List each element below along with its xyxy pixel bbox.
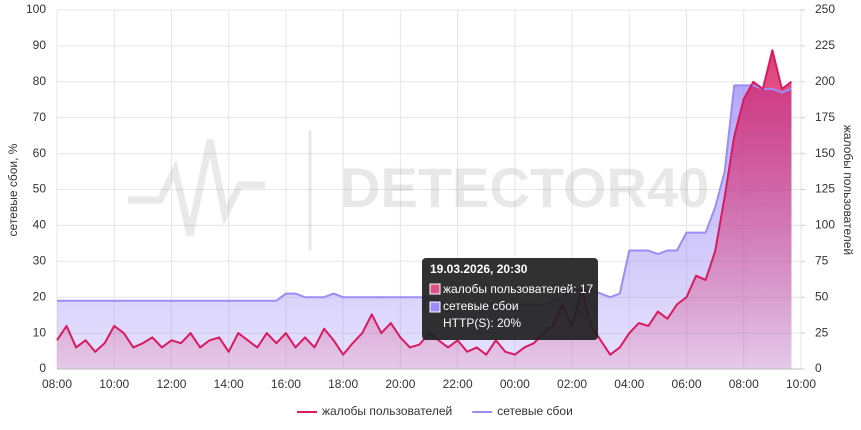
x-tick-label: 20:00 [385, 377, 415, 391]
watermark-text: DETECTOR40 [340, 156, 709, 219]
x-tick-label: 00:00 [500, 377, 530, 391]
y-tick-label: 50 [33, 182, 47, 196]
x-tick-label: 14:00 [214, 377, 244, 391]
x-tick-label: 08:00 [729, 377, 759, 391]
area-fill [57, 50, 792, 369]
x-tick-label: 06:00 [672, 377, 702, 391]
y2-tick-label: 0 [815, 361, 822, 375]
y-tick-label: 80 [33, 74, 47, 88]
areas [57, 50, 792, 369]
y2-tick-label: 25 [815, 325, 829, 339]
legend: жалобы пользователей сетевые сбои [297, 404, 573, 418]
x-tick-label: 12:00 [156, 377, 186, 391]
watermark-logo [128, 139, 265, 236]
area-fill [57, 85, 792, 369]
x-tick-label: 18:00 [328, 377, 358, 391]
tooltip-line: жалобы пользователей: 17 [443, 282, 594, 296]
tooltip: 19.03.2026, 20:30 жалобы пользователей: … [422, 258, 598, 340]
y2-axis-label: жалобы пользователей [841, 125, 855, 255]
x-tick-label: 10:00 [99, 377, 129, 391]
tooltip-line: HTTP(S): 20% [443, 316, 521, 330]
y-tick-label: 10 [33, 325, 47, 339]
y-axis-label: сетевые сбои, % [6, 143, 20, 236]
x-tick-label: 04:00 [614, 377, 644, 391]
legend-label: жалобы пользователей [322, 404, 452, 418]
tooltip-line: сетевые сбои [443, 299, 519, 313]
y2-tick-label: 150 [815, 146, 835, 160]
y-tick-label: 100 [26, 2, 46, 16]
y-tick-label: 70 [33, 110, 47, 124]
x-tick-label: 16:00 [271, 377, 301, 391]
watermark: DETECTOR40 [128, 130, 709, 250]
y-tick-label: 30 [33, 253, 47, 267]
x-tick-label: 10:00 [786, 377, 816, 391]
y2-tick-label: 125 [815, 182, 835, 196]
y2-tick-label: 75 [815, 253, 829, 267]
y-tick-label: 60 [33, 146, 47, 160]
y2-tick-label: 250 [815, 2, 835, 16]
x-tick-label: 22:00 [443, 377, 473, 391]
y2-tick-label: 225 [815, 38, 835, 52]
y2-tick-label: 100 [815, 218, 835, 232]
legend-label: сетевые сбои [497, 404, 573, 418]
y-tick-label: 40 [33, 218, 47, 232]
tooltip-box [422, 258, 598, 340]
axes: 0 10 20 30 40 50 60 70 80 90 100 0 25 50 75 100 125 150 17… [26, 2, 835, 391]
x-tick-label: 08:00 [42, 377, 72, 391]
y-tick-label: 20 [33, 289, 47, 303]
y2-tick-label: 50 [815, 289, 829, 303]
y2-tick-label: 200 [815, 74, 835, 88]
tooltip-title: 19.03.2026, 20:30 [430, 262, 528, 276]
tooltip-swatch [429, 301, 441, 313]
y-tick-label: 90 [33, 38, 47, 52]
y-tick-label: 0 [39, 361, 46, 375]
x-tick-label: 02:00 [557, 377, 587, 391]
y2-tick-label: 175 [815, 110, 835, 124]
tooltip-swatch [429, 283, 441, 295]
